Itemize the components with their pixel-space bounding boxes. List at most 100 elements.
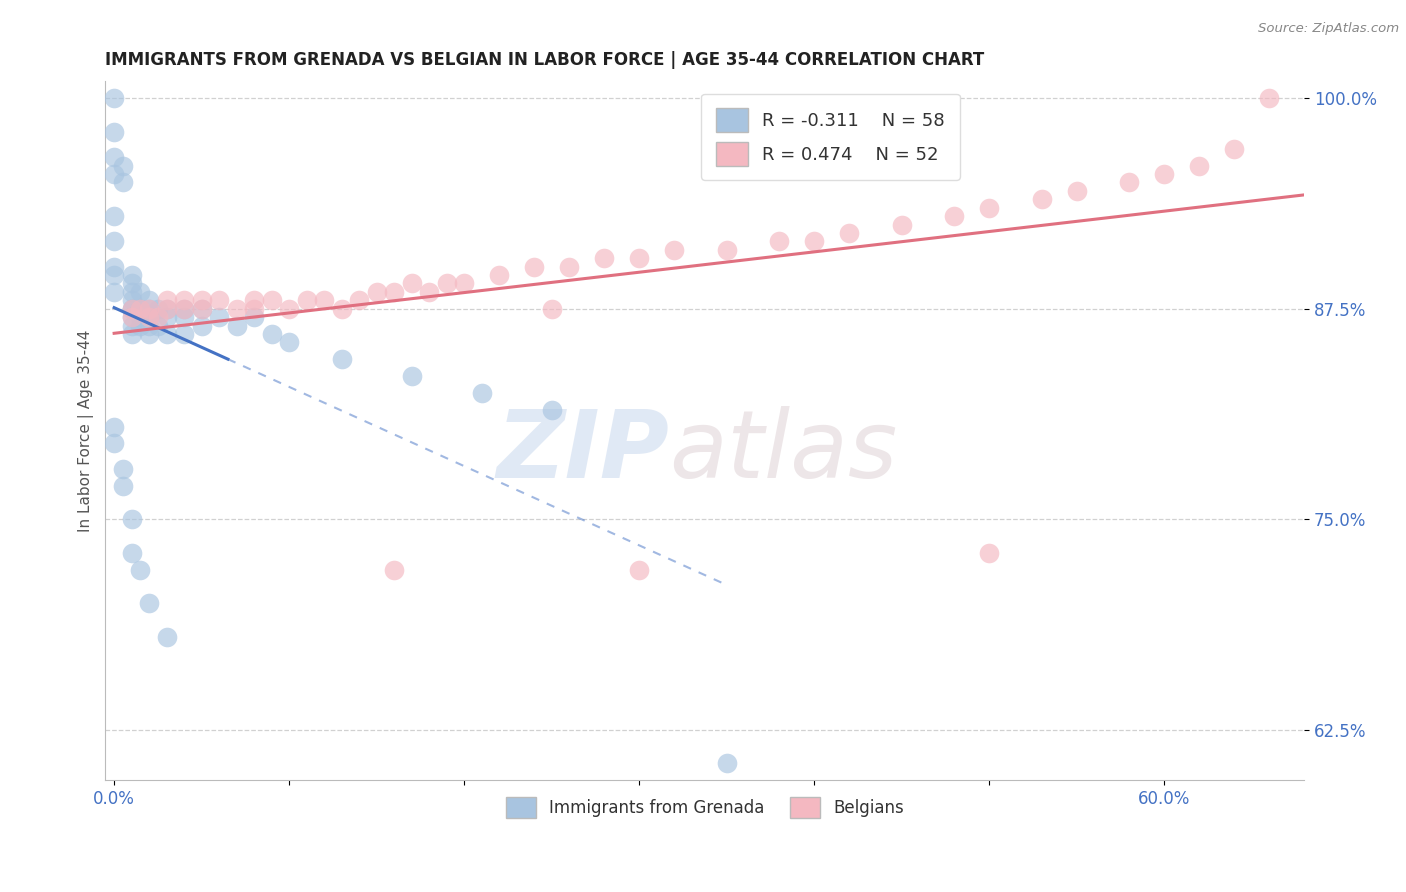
Point [121, 310, 143, 325]
Point [208, 310, 231, 325]
Point [190, 318, 212, 333]
Point [225, 318, 247, 333]
Point [1223, 142, 1246, 156]
Point [156, 293, 179, 308]
Point [278, 301, 301, 316]
Point [295, 293, 318, 308]
Point [838, 226, 860, 240]
Point [103, 285, 125, 299]
Point [156, 301, 179, 316]
Point [979, 546, 1001, 560]
Point [138, 310, 160, 325]
Point [129, 310, 152, 325]
Point [103, 260, 125, 274]
Point [173, 301, 195, 316]
Point [111, 159, 134, 173]
Point [628, 563, 651, 577]
Point [278, 335, 301, 350]
Point [138, 310, 160, 325]
Point [138, 597, 160, 611]
Point [173, 326, 195, 341]
Point [1031, 192, 1053, 206]
Point [260, 293, 283, 308]
Point [103, 235, 125, 249]
Point [260, 326, 283, 341]
Point [103, 268, 125, 282]
Point [103, 167, 125, 181]
Point [1066, 184, 1088, 198]
Point [103, 419, 125, 434]
Text: IMMIGRANTS FROM GRENADA VS BELGIAN IN LABOR FORCE | AGE 35-44 CORRELATION CHART: IMMIGRANTS FROM GRENADA VS BELGIAN IN LA… [105, 51, 984, 69]
Point [138, 293, 160, 308]
Point [121, 285, 143, 299]
Point [129, 285, 152, 299]
Point [979, 201, 1001, 215]
Y-axis label: In Labor Force | Age 35-44: In Labor Force | Age 35-44 [79, 330, 94, 532]
Point [1258, 91, 1281, 105]
Point [121, 277, 143, 291]
Point [121, 310, 143, 325]
Point [558, 260, 581, 274]
Point [243, 293, 266, 308]
Point [418, 285, 440, 299]
Point [401, 277, 423, 291]
Point [523, 260, 546, 274]
Point [943, 209, 966, 223]
Point [103, 125, 125, 139]
Point [138, 301, 160, 316]
Point [173, 310, 195, 325]
Point [1188, 159, 1211, 173]
Point [103, 436, 125, 450]
Point [121, 546, 143, 560]
Point [593, 251, 616, 265]
Point [190, 301, 212, 316]
Point [121, 301, 143, 316]
Point [540, 301, 562, 316]
Point [156, 630, 179, 644]
Point [129, 301, 152, 316]
Point [121, 293, 143, 308]
Point [890, 218, 912, 232]
Point [103, 150, 125, 164]
Point [138, 301, 160, 316]
Point [540, 402, 562, 417]
Legend: Immigrants from Grenada, Belgians: Immigrants from Grenada, Belgians [499, 790, 910, 824]
Point [111, 461, 134, 475]
Point [121, 301, 143, 316]
Point [121, 512, 143, 526]
Point [628, 251, 651, 265]
Point [314, 293, 336, 308]
Text: atlas: atlas [669, 406, 897, 498]
Point [436, 277, 458, 291]
Point [243, 310, 266, 325]
Point [121, 301, 143, 316]
Point [225, 301, 247, 316]
Point [156, 301, 179, 316]
Point [330, 352, 353, 367]
Point [1153, 167, 1175, 181]
Point [111, 175, 134, 189]
Point [111, 478, 134, 492]
Point [1118, 175, 1140, 189]
Text: Source: ZipAtlas.com: Source: ZipAtlas.com [1258, 22, 1399, 36]
Point [347, 293, 370, 308]
Point [330, 301, 353, 316]
Point [190, 293, 212, 308]
Text: ZIP: ZIP [496, 406, 669, 498]
Point [146, 318, 169, 333]
Point [366, 285, 388, 299]
Point [173, 293, 195, 308]
Point [146, 310, 169, 325]
Point [716, 243, 738, 257]
Point [129, 318, 152, 333]
Point [121, 268, 143, 282]
Point [453, 277, 475, 291]
Point [138, 318, 160, 333]
Point [190, 301, 212, 316]
Point [103, 209, 125, 223]
Point [471, 386, 494, 401]
Point [401, 369, 423, 384]
Point [173, 301, 195, 316]
Point [382, 563, 405, 577]
Point [103, 91, 125, 105]
